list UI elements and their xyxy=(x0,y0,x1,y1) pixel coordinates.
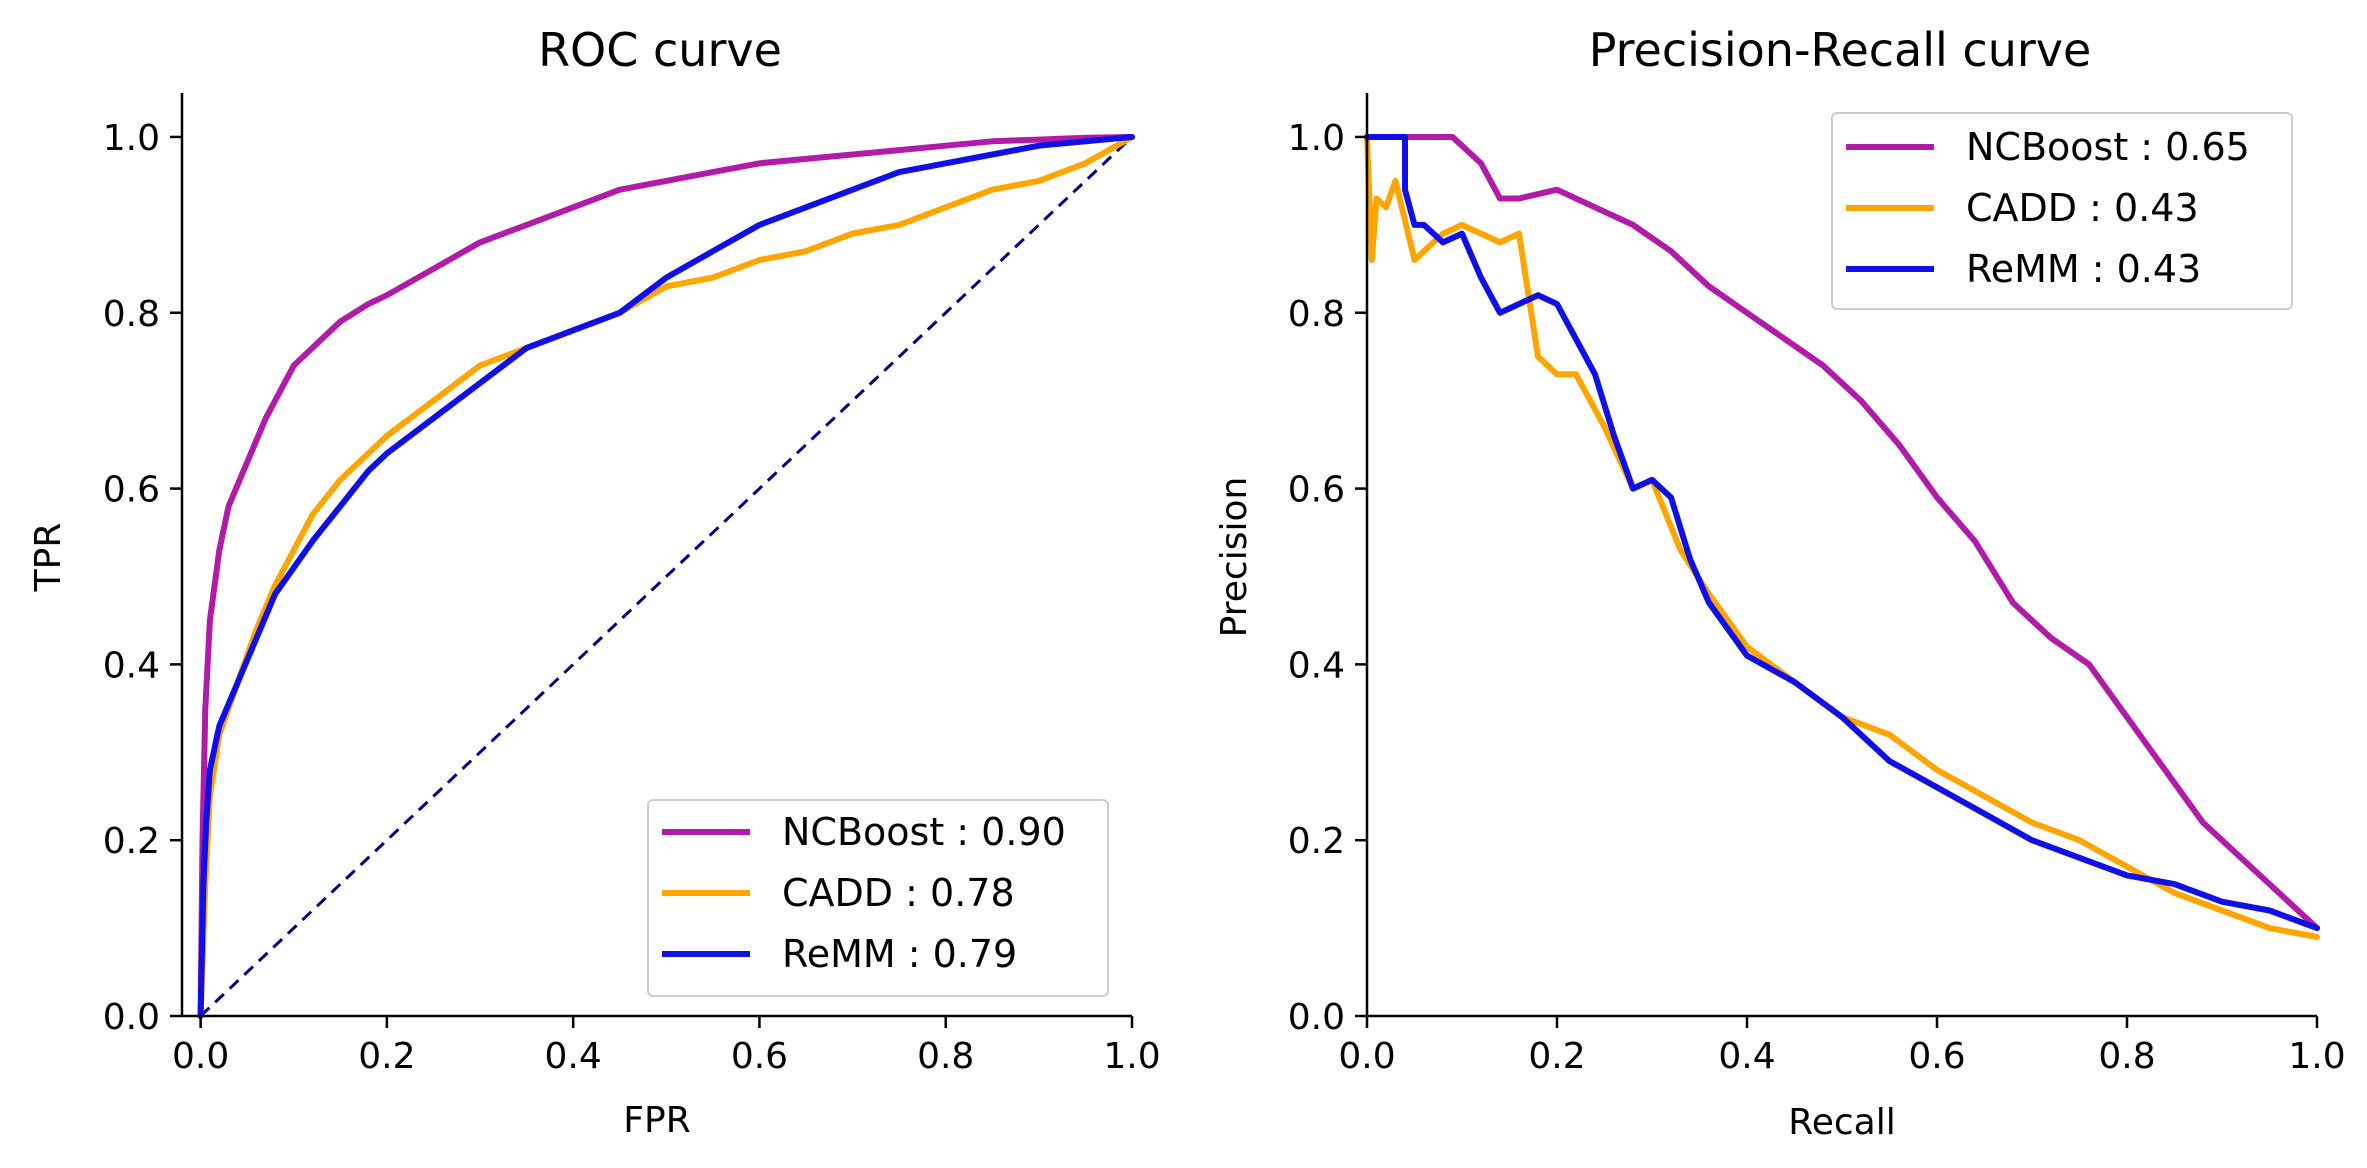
roc-reference-line xyxy=(199,135,1134,1018)
pr-y-axis-label: Precision xyxy=(1214,477,1255,638)
roc-y-ticks: 0.0 0.2 0.4 0.6 0.8 1.0 xyxy=(103,118,182,1038)
roc-title: ROC curve xyxy=(538,23,782,77)
roc-y-tick-label-1: 0.2 xyxy=(103,821,160,862)
roc-y-tick-label-5: 1.0 xyxy=(103,118,160,159)
roc-x-tick-label-0: 0.0 xyxy=(172,1036,229,1077)
pr-legend-label-0: NCBoost : 0.65 xyxy=(1966,125,2250,169)
pr-x-tick-label-2: 0.4 xyxy=(1718,1036,1775,1077)
pr-panel: Precision-Recall curve 0.0 0.2 0.4 0.6 0.8 1.… xyxy=(1214,23,2346,1143)
pr-y-tick-label-4: 0.8 xyxy=(1288,294,1345,335)
roc-y-tick-label-0: 0.0 xyxy=(103,997,160,1038)
roc-series-layer xyxy=(197,134,1135,1019)
roc-legend-label-0: NCBoost : 0.90 xyxy=(782,810,1066,854)
roc-x-tick-label-4: 0.8 xyxy=(917,1036,974,1077)
pr-x-tick-label-1: 0.2 xyxy=(1528,1036,1585,1077)
roc-series-line-0 xyxy=(197,134,1135,1019)
pr-y-tick-label-0: 0.0 xyxy=(1288,997,1345,1038)
pr-legend-label-1: CADD : 0.43 xyxy=(1966,186,2199,230)
roc-y-tick-label-4: 0.8 xyxy=(103,294,160,335)
pr-legend: NCBoost : 0.65 CADD : 0.43 ReMM : 0.43 xyxy=(1831,112,2293,310)
pr-series-line-0 xyxy=(1364,134,2320,932)
pr-series-line-2 xyxy=(1364,134,2320,932)
roc-x-ticks: 0.0 0.2 0.4 0.6 0.8 1.0 xyxy=(172,1016,1161,1077)
pr-x-tick-label-4: 0.8 xyxy=(2098,1036,2155,1077)
roc-legend: NCBoost : 0.90 CADD : 0.78 ReMM : 0.79 xyxy=(647,799,1109,997)
pr-y-tick-label-1: 0.2 xyxy=(1288,821,1345,862)
roc-x-axis-label: FPR xyxy=(623,1100,690,1141)
roc-legend-label-1: CADD : 0.78 xyxy=(782,871,1015,915)
roc-series-line-2 xyxy=(197,134,1135,1019)
pr-x-ticks: 0.0 0.2 0.4 0.6 0.8 1.0 xyxy=(1338,1016,2346,1077)
pr-plot-area xyxy=(1364,134,2320,940)
roc-y-tick-label-2: 0.4 xyxy=(103,645,160,686)
pr-y-ticks: 0.0 0.2 0.4 0.6 0.8 1.0 xyxy=(1288,118,1367,1038)
pr-x-tick-label-0: 0.0 xyxy=(1338,1036,1395,1077)
roc-y-tick-label-3: 0.6 xyxy=(103,470,160,511)
pr-series-layer xyxy=(1364,134,2320,940)
roc-legend-box xyxy=(647,799,1109,997)
pr-x-tick-label-3: 0.6 xyxy=(1908,1036,1965,1077)
roc-x-tick-label-3: 0.6 xyxy=(731,1036,788,1077)
roc-x-tick-label-2: 0.4 xyxy=(545,1036,602,1077)
pr-y-tick-label-3: 0.6 xyxy=(1288,470,1345,511)
pr-legend-box xyxy=(1831,112,2293,310)
pr-legend-label-2: ReMM : 0.43 xyxy=(1966,247,2201,291)
pr-x-tick-label-5: 1.0 xyxy=(2288,1036,2345,1077)
roc-legend-label-2: ReMM : 0.79 xyxy=(782,932,1017,976)
roc-x-tick-label-1: 0.2 xyxy=(358,1036,415,1077)
roc-x-tick-label-5: 1.0 xyxy=(1103,1036,1160,1077)
roc-panel: ROC curve 0.0 0.2 0.4 0.6 0.8 1.0 0.00.20.40.… xyxy=(28,23,1161,1141)
roc-y-axis-label: TPR xyxy=(28,523,69,593)
pr-y-tick-label-2: 0.4 xyxy=(1288,645,1345,686)
pr-title: Precision-Recall curve xyxy=(1589,23,2092,77)
pr-y-tick-label-5: 1.0 xyxy=(1288,118,1345,159)
roc-plot-area xyxy=(197,134,1135,1019)
pr-x-axis-label: Recall xyxy=(1788,1102,1895,1143)
